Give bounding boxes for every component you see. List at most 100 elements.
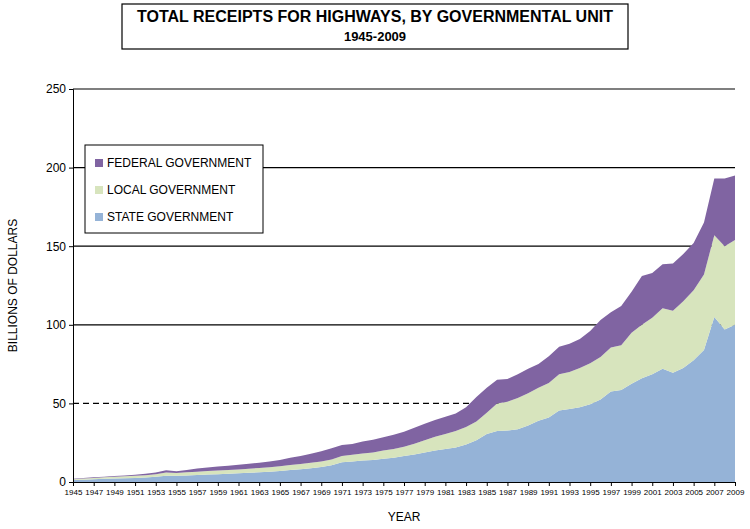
x-tick: 1993 <box>561 482 579 497</box>
legend-swatch <box>95 159 103 167</box>
x-tick-label: 2001 <box>644 488 662 497</box>
plot-area: 0501001502002501945194719491951195319551… <box>46 82 745 496</box>
y-tick-mark <box>69 482 73 483</box>
x-tick-mark <box>197 482 198 486</box>
x-tick: 1991 <box>540 482 558 497</box>
x-tick-label: 1951 <box>127 488 145 497</box>
x-tick-label: 1949 <box>106 488 124 497</box>
x-tick-label: 1973 <box>354 488 372 497</box>
x-tick: 1979 <box>416 482 434 497</box>
x-tick-mark <box>528 482 529 486</box>
x-tick-label: 1967 <box>292 488 310 497</box>
y-tick: 200 <box>46 161 73 175</box>
x-tick-mark <box>549 482 550 486</box>
x-tick-mark <box>176 482 177 486</box>
x-tick: 1971 <box>334 482 352 497</box>
x-tick-label: 1953 <box>147 488 165 497</box>
x-tick: 2001 <box>644 482 662 497</box>
grid-line <box>73 246 735 247</box>
x-tick-mark <box>570 482 571 486</box>
x-tick-label: 1979 <box>416 488 434 497</box>
x-tick: 1959 <box>209 482 227 497</box>
y-tick-label: 100 <box>46 318 66 332</box>
y-tick-label: 200 <box>46 161 66 175</box>
title: TOTAL RECEIPTS FOR HIGHWAYS, BY GOVERNME… <box>137 8 613 25</box>
x-tick-label: 1955 <box>168 488 186 497</box>
x-tick-label: 2009 <box>727 488 745 497</box>
legend-label: LOCAL GOVERNMENT <box>107 183 236 197</box>
x-tick-mark <box>363 482 364 486</box>
x-tick-label: 1993 <box>561 488 579 497</box>
x-tick-label: 1947 <box>85 488 103 497</box>
y-tick-mark <box>69 89 73 90</box>
x-tick: 1947 <box>85 482 103 497</box>
y-axis: 050100150200250 <box>46 82 74 489</box>
x-tick-label: 1975 <box>375 488 393 497</box>
x-axis-title: YEAR <box>388 510 421 524</box>
x-tick: 1983 <box>458 482 476 497</box>
x-tick: 1973 <box>354 482 372 497</box>
x-tick-mark <box>611 482 612 486</box>
x-tick-label: 2007 <box>706 488 724 497</box>
y-tick-mark <box>69 246 73 247</box>
x-tick-mark <box>280 482 281 486</box>
y-axis-title: BILLIONS OF DOLLARS <box>6 219 20 352</box>
x-tick: 1963 <box>251 482 269 497</box>
x-tick: 1967 <box>292 482 310 497</box>
legend-label: FEDERAL GOVERNMENT <box>107 156 252 170</box>
y-tick: 250 <box>46 82 73 96</box>
y-tick: 50 <box>53 397 73 411</box>
x-tick-label: 1989 <box>520 488 538 497</box>
x-tick-label: 1985 <box>478 488 496 497</box>
x-tick: 1951 <box>127 482 145 497</box>
x-tick-mark <box>694 482 695 486</box>
x-tick: 1953 <box>147 482 165 497</box>
legend-box <box>85 145 263 233</box>
x-tick-label: 2005 <box>685 488 703 497</box>
area <box>73 175 735 479</box>
x-tick: 1995 <box>582 482 600 497</box>
x-tick-label: 1977 <box>396 488 414 497</box>
x-tick-mark <box>425 482 426 486</box>
x-tick-mark <box>404 482 405 486</box>
x-tick-mark <box>445 482 446 486</box>
x-tick-mark <box>673 482 674 486</box>
x-tick: 1957 <box>189 482 207 497</box>
x-tick-label: 1957 <box>189 488 207 497</box>
x-tick-mark <box>114 482 115 486</box>
x-tick: 1955 <box>168 482 186 497</box>
x-tick: 1999 <box>623 482 641 497</box>
y-tick-mark <box>69 325 73 326</box>
x-tick: 2005 <box>685 482 703 497</box>
x-tick-label: 1961 <box>230 488 248 497</box>
x-axis: 1945194719491951195319551957195919611963… <box>65 482 745 497</box>
x-tick-label: 1969 <box>313 488 331 497</box>
x-tick-label: 1963 <box>251 488 269 497</box>
x-tick: 1997 <box>602 482 620 497</box>
x-tick-label: 1981 <box>437 488 455 497</box>
y-tick-label: 50 <box>53 397 67 411</box>
x-tick-mark <box>632 482 633 486</box>
y-tick: 150 <box>46 240 73 254</box>
x-tick-label: 1999 <box>623 488 641 497</box>
x-tick: 1965 <box>271 482 289 497</box>
x-tick-mark <box>239 482 240 486</box>
x-tick: 1985 <box>478 482 496 497</box>
x-tick-mark <box>135 482 136 486</box>
x-tick-mark <box>259 482 260 486</box>
x-tick-mark <box>342 482 343 486</box>
x-tick: 1961 <box>230 482 248 497</box>
x-tick-mark <box>652 482 653 486</box>
y-tick-label: 150 <box>46 240 66 254</box>
x-tick-mark <box>156 482 157 486</box>
grid-line <box>73 88 735 89</box>
x-tick: 1975 <box>375 482 393 497</box>
x-tick-label: 1965 <box>271 488 289 497</box>
x-tick-mark <box>321 482 322 486</box>
x-tick-label: 1959 <box>209 488 227 497</box>
legend-label: STATE GOVERNMENT <box>107 210 234 224</box>
x-tick: 1989 <box>520 482 538 497</box>
x-tick-mark <box>487 482 488 486</box>
x-tick-mark <box>714 482 715 486</box>
x-tick: 1987 <box>499 482 517 497</box>
